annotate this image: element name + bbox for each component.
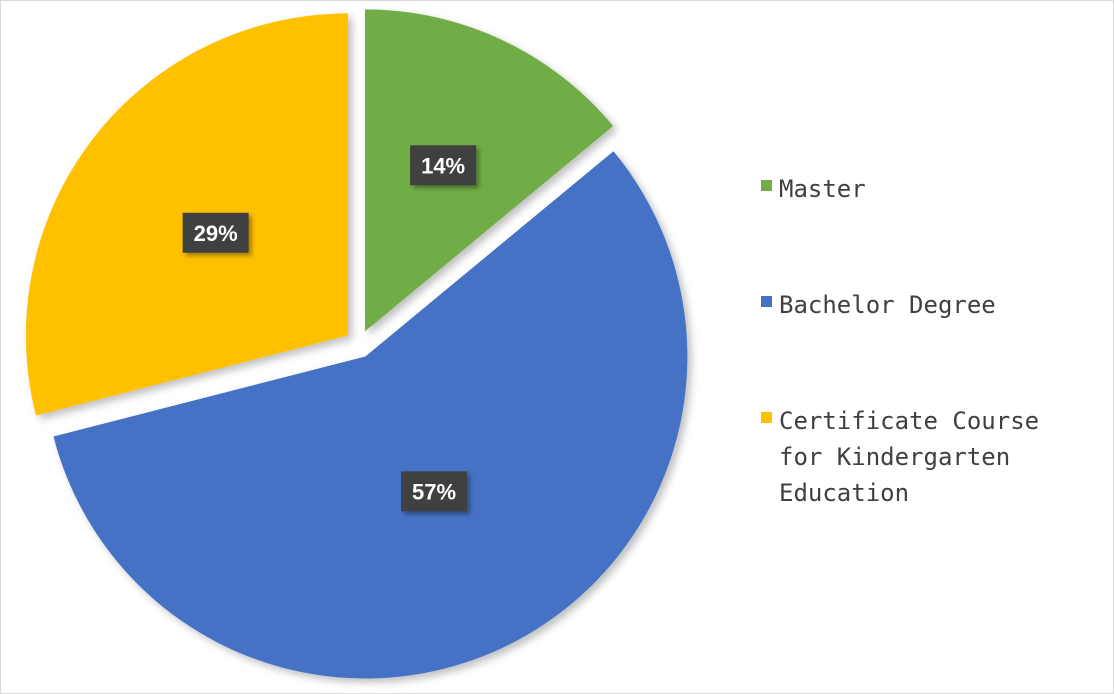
legend-swatch-bachelor-degree <box>761 296 772 307</box>
data-label-text-master: 14% <box>421 153 465 178</box>
data-label-certificate-course: 29% <box>182 212 249 253</box>
pie-slice-master <box>364 9 614 332</box>
data-label-box-bachelor-degree <box>401 471 468 512</box>
legend-swatch-certificate-course <box>761 412 772 423</box>
pie-slice-bachelor-degree <box>53 151 688 679</box>
data-label-box-certificate-course <box>182 212 249 253</box>
legend-item-bachelor-degree: Bachelor Degree <box>761 287 1059 323</box>
legend-swatch-master <box>761 180 772 191</box>
legend-item-master: Master <box>761 171 1059 207</box>
data-label-bachelor-degree: 57% <box>401 471 468 512</box>
data-label-text-certificate-course: 29% <box>194 221 238 246</box>
legend-label-bachelor-degree: Bachelor Degree <box>779 291 996 319</box>
legend-label-master: Master <box>779 175 866 203</box>
data-label-master: 14% <box>410 145 477 186</box>
data-label-text-bachelor-degree: 57% <box>412 479 456 504</box>
legend-label-certificate-course: Certificate Course for Kindergarten Educ… <box>779 407 1040 507</box>
legend-item-certificate-course: Certificate Course for Kindergarten Educ… <box>761 403 1059 511</box>
pie-slices <box>25 9 688 679</box>
pie-data-labels: 14% 57% 29% <box>182 145 477 512</box>
data-label-box-master <box>410 145 477 186</box>
